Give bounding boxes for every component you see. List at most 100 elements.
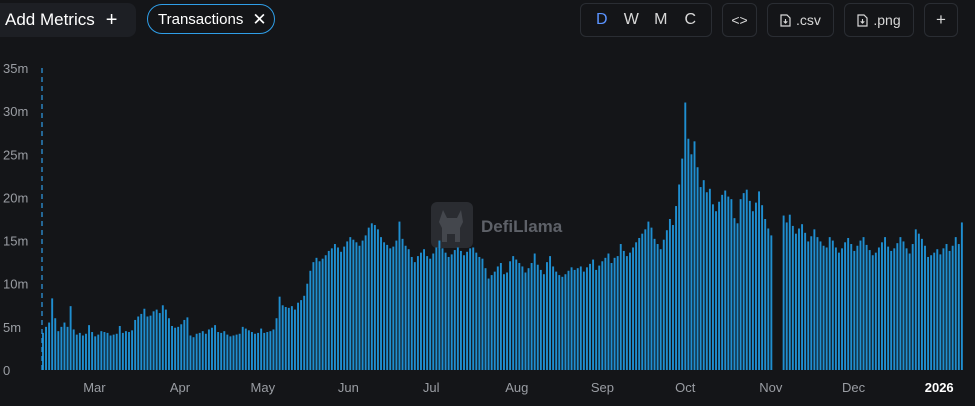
- chart-bar[interactable]: [45, 326, 47, 370]
- chart-bar[interactable]: [592, 259, 595, 370]
- chart-bar[interactable]: [518, 263, 521, 370]
- chart-bar[interactable]: [625, 256, 628, 370]
- metric-chip-transactions[interactable]: Transactions ✕: [147, 4, 275, 34]
- chart-bar[interactable]: [475, 252, 478, 370]
- chart-bar[interactable]: [711, 204, 714, 370]
- chart-bar[interactable]: [284, 307, 287, 370]
- chart-bar[interactable]: [238, 333, 241, 370]
- chart-bar[interactable]: [721, 194, 724, 370]
- chart-bar[interactable]: [678, 184, 681, 370]
- chart-bar[interactable]: [942, 248, 945, 370]
- chart-bar[interactable]: [466, 251, 469, 370]
- chart-bar[interactable]: [429, 258, 432, 370]
- interval-weekly-button[interactable]: W: [623, 11, 639, 28]
- chart-bar[interactable]: [124, 331, 127, 370]
- interval-cumulative-button[interactable]: C: [684, 11, 697, 28]
- chart-bar[interactable]: [917, 233, 920, 370]
- chart-bar[interactable]: [155, 309, 158, 370]
- chart-bar[interactable]: [300, 300, 303, 370]
- chart-bar[interactable]: [506, 272, 508, 371]
- chart-bar[interactable]: [450, 254, 453, 370]
- chart-bar[interactable]: [798, 228, 800, 370]
- chart-bar[interactable]: [164, 309, 167, 370]
- chart-bar[interactable]: [881, 242, 883, 370]
- chart-bar[interactable]: [447, 256, 450, 370]
- chart-bar[interactable]: [97, 334, 100, 370]
- chart-bar[interactable]: [140, 313, 143, 370]
- chart-bar[interactable]: [874, 252, 877, 370]
- embed-button[interactable]: <>: [722, 3, 757, 37]
- chart-bar[interactable]: [330, 248, 333, 370]
- chart-bar[interactable]: [340, 251, 343, 370]
- chart-bar[interactable]: [598, 265, 601, 370]
- chart-bar[interactable]: [850, 244, 853, 370]
- chart-bar[interactable]: [128, 332, 130, 370]
- chart-bar[interactable]: [527, 268, 530, 370]
- chart-bar[interactable]: [791, 225, 794, 370]
- chart-bar[interactable]: [957, 244, 960, 370]
- chart-bar[interactable]: [794, 233, 797, 370]
- chart-bar[interactable]: [149, 315, 152, 370]
- chart-bar[interactable]: [355, 242, 358, 370]
- chart-bar[interactable]: [896, 243, 899, 370]
- download-png-button[interactable]: .png: [844, 3, 914, 37]
- chart-bar[interactable]: [413, 262, 416, 370]
- chart-bar[interactable]: [539, 269, 542, 370]
- chart-bar[interactable]: [426, 256, 429, 370]
- chart-bar[interactable]: [106, 332, 109, 370]
- chart-bar[interactable]: [951, 245, 954, 370]
- chart-bar[interactable]: [675, 206, 678, 370]
- chart-bar[interactable]: [78, 332, 81, 370]
- more-options-button[interactable]: +: [924, 3, 958, 37]
- chart-bar[interactable]: [629, 252, 631, 370]
- chart-bar[interactable]: [530, 263, 533, 370]
- chart-bar[interactable]: [463, 255, 465, 370]
- chart-bar[interactable]: [214, 325, 217, 370]
- chart-bar[interactable]: [659, 249, 662, 370]
- chart-bar[interactable]: [263, 332, 266, 370]
- chart-bar[interactable]: [171, 325, 173, 370]
- chart-bar[interactable]: [542, 274, 545, 370]
- chart-bar[interactable]: [899, 237, 902, 370]
- chart-bar[interactable]: [161, 305, 164, 370]
- chart-bar[interactable]: [376, 229, 379, 370]
- chart-bar[interactable]: [764, 219, 767, 370]
- chart-bar[interactable]: [272, 329, 275, 370]
- chart-bar[interactable]: [911, 244, 914, 370]
- chart-bar[interactable]: [699, 187, 702, 370]
- chart-bar[interactable]: [533, 253, 536, 370]
- chart-bar[interactable]: [91, 332, 94, 370]
- chart-bar[interactable]: [318, 261, 321, 370]
- chart-bar[interactable]: [515, 259, 518, 370]
- chart-bar[interactable]: [410, 256, 413, 370]
- chart-bar[interactable]: [782, 215, 785, 370]
- chart-bar[interactable]: [103, 332, 106, 370]
- chart-bar[interactable]: [177, 326, 180, 370]
- chart-bar[interactable]: [853, 250, 856, 370]
- chart-bar[interactable]: [767, 228, 770, 370]
- chart-bar[interactable]: [226, 334, 229, 370]
- chart-bar[interactable]: [847, 237, 850, 370]
- chart-bar[interactable]: [72, 329, 75, 370]
- chart-bar[interactable]: [143, 308, 146, 370]
- chart-bar[interactable]: [730, 199, 733, 370]
- chart-bar[interactable]: [478, 256, 481, 370]
- chart-bar[interactable]: [198, 332, 201, 370]
- chart-bar[interactable]: [244, 328, 247, 370]
- chart-bar[interactable]: [254, 333, 256, 370]
- chart-bar[interactable]: [761, 205, 764, 370]
- chart-bar[interactable]: [524, 272, 527, 371]
- chart-bar[interactable]: [100, 331, 103, 370]
- chart-bar[interactable]: [558, 275, 561, 370]
- chart-bar[interactable]: [229, 336, 232, 370]
- chart-bar[interactable]: [343, 246, 346, 370]
- chart-bar[interactable]: [456, 247, 459, 370]
- chart-bar[interactable]: [582, 271, 585, 370]
- chart-bar[interactable]: [469, 248, 472, 370]
- chart-bar[interactable]: [601, 261, 604, 370]
- chart-bar[interactable]: [665, 230, 668, 370]
- chart-bar[interactable]: [395, 240, 398, 370]
- chart-bar[interactable]: [690, 154, 693, 370]
- chart-bar[interactable]: [441, 248, 444, 370]
- chart-bar[interactable]: [60, 326, 63, 370]
